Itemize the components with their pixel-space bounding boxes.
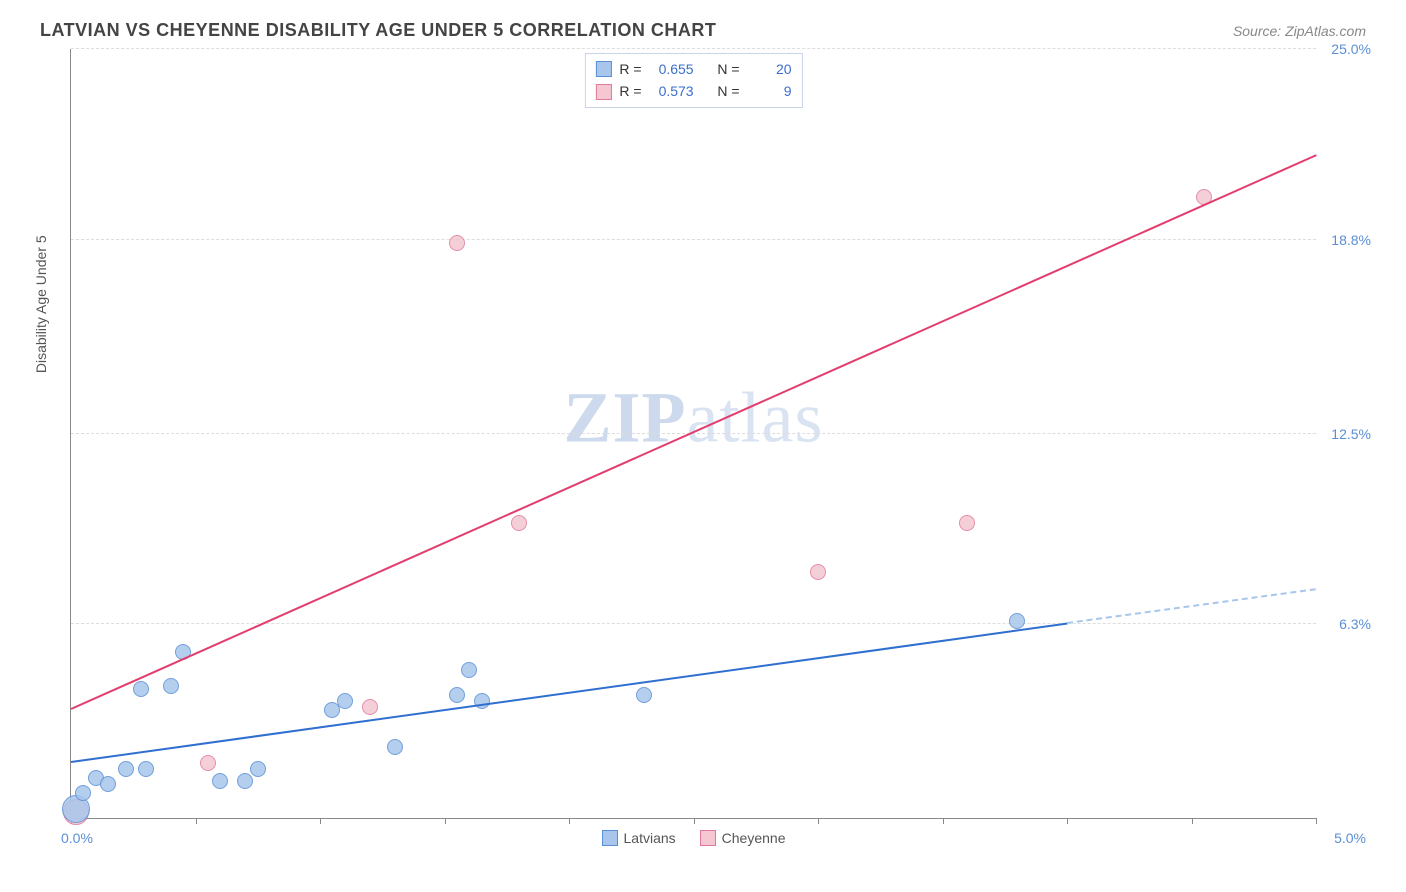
series-legend: Latvians Cheyenne	[602, 830, 786, 846]
x-tick	[818, 818, 819, 824]
correlation-legend: R = 0.655 N = 20 R = 0.573 N = 9	[584, 53, 802, 108]
y-tick-label: 12.5%	[1331, 426, 1371, 442]
scatter-point	[118, 761, 134, 777]
x-tick	[196, 818, 197, 824]
x-tick	[1192, 818, 1193, 824]
scatter-point	[362, 699, 378, 715]
n-value-cheyenne: 9	[748, 80, 792, 102]
x-tick	[320, 818, 321, 824]
x-axis-min-label: 0.0%	[61, 830, 93, 846]
n-value-latvians: 20	[748, 58, 792, 80]
r-value-cheyenne: 0.573	[650, 80, 694, 102]
swatch-cheyenne	[700, 830, 716, 846]
x-tick	[1316, 818, 1317, 824]
r-label: R =	[619, 58, 641, 80]
swatch-latvians	[595, 61, 611, 77]
swatch-cheyenne	[595, 84, 611, 100]
chart-title: LATVIAN VS CHEYENNE DISABILITY AGE UNDER…	[40, 20, 716, 41]
x-tick	[569, 818, 570, 824]
scatter-point	[212, 773, 228, 789]
legend-label-cheyenne: Cheyenne	[722, 830, 786, 846]
scatter-point	[636, 687, 652, 703]
x-axis-max-label: 5.0%	[1334, 830, 1366, 846]
scatter-point	[237, 773, 253, 789]
scatter-point	[138, 761, 154, 777]
scatter-point	[250, 761, 266, 777]
n-label: N =	[717, 58, 739, 80]
watermark: ZIPatlas	[564, 377, 824, 460]
scatter-point	[461, 662, 477, 678]
scatter-point	[1009, 613, 1025, 629]
swatch-latvians	[602, 830, 618, 846]
watermark-atlas: atlas	[687, 378, 824, 458]
legend-item-cheyenne: Cheyenne	[700, 830, 786, 846]
x-tick	[445, 818, 446, 824]
gridline	[71, 48, 1316, 49]
scatter-point	[200, 755, 216, 771]
title-row: LATVIAN VS CHEYENNE DISABILITY AGE UNDER…	[30, 20, 1376, 49]
scatter-point	[959, 515, 975, 531]
chart-container: LATVIAN VS CHEYENNE DISABILITY AGE UNDER…	[0, 0, 1406, 892]
source-attribution: Source: ZipAtlas.com	[1233, 23, 1366, 39]
scatter-point	[133, 681, 149, 697]
x-tick	[694, 818, 695, 824]
y-tick-label: 6.3%	[1339, 616, 1371, 632]
y-tick-label: 18.8%	[1331, 232, 1371, 248]
scatter-point	[100, 776, 116, 792]
legend-label-latvians: Latvians	[624, 830, 676, 846]
scatter-point	[449, 235, 465, 251]
y-axis-label: Disability Age Under 5	[33, 235, 49, 373]
scatter-point	[449, 687, 465, 703]
scatter-point	[387, 739, 403, 755]
scatter-point	[474, 693, 490, 709]
watermark-zip: ZIP	[564, 378, 687, 458]
y-tick-label: 25.0%	[1331, 41, 1371, 57]
scatter-point	[75, 785, 91, 801]
trend-line	[1067, 588, 1316, 624]
source-prefix: Source:	[1233, 23, 1285, 39]
scatter-point	[337, 693, 353, 709]
scatter-point	[810, 564, 826, 580]
scatter-point	[511, 515, 527, 531]
r-value-latvians: 0.655	[650, 58, 694, 80]
x-tick	[1067, 818, 1068, 824]
scatter-point	[163, 678, 179, 694]
legend-item-latvians: Latvians	[602, 830, 676, 846]
n-label: N =	[717, 80, 739, 102]
plot-area: Disability Age Under 5 ZIPatlas R = 0.65…	[70, 49, 1316, 819]
correlation-legend-row-cheyenne: R = 0.573 N = 9	[595, 80, 791, 102]
x-tick	[943, 818, 944, 824]
source-name: ZipAtlas.com	[1285, 23, 1366, 39]
correlation-legend-row-latvians: R = 0.655 N = 20	[595, 58, 791, 80]
r-label: R =	[619, 80, 641, 102]
